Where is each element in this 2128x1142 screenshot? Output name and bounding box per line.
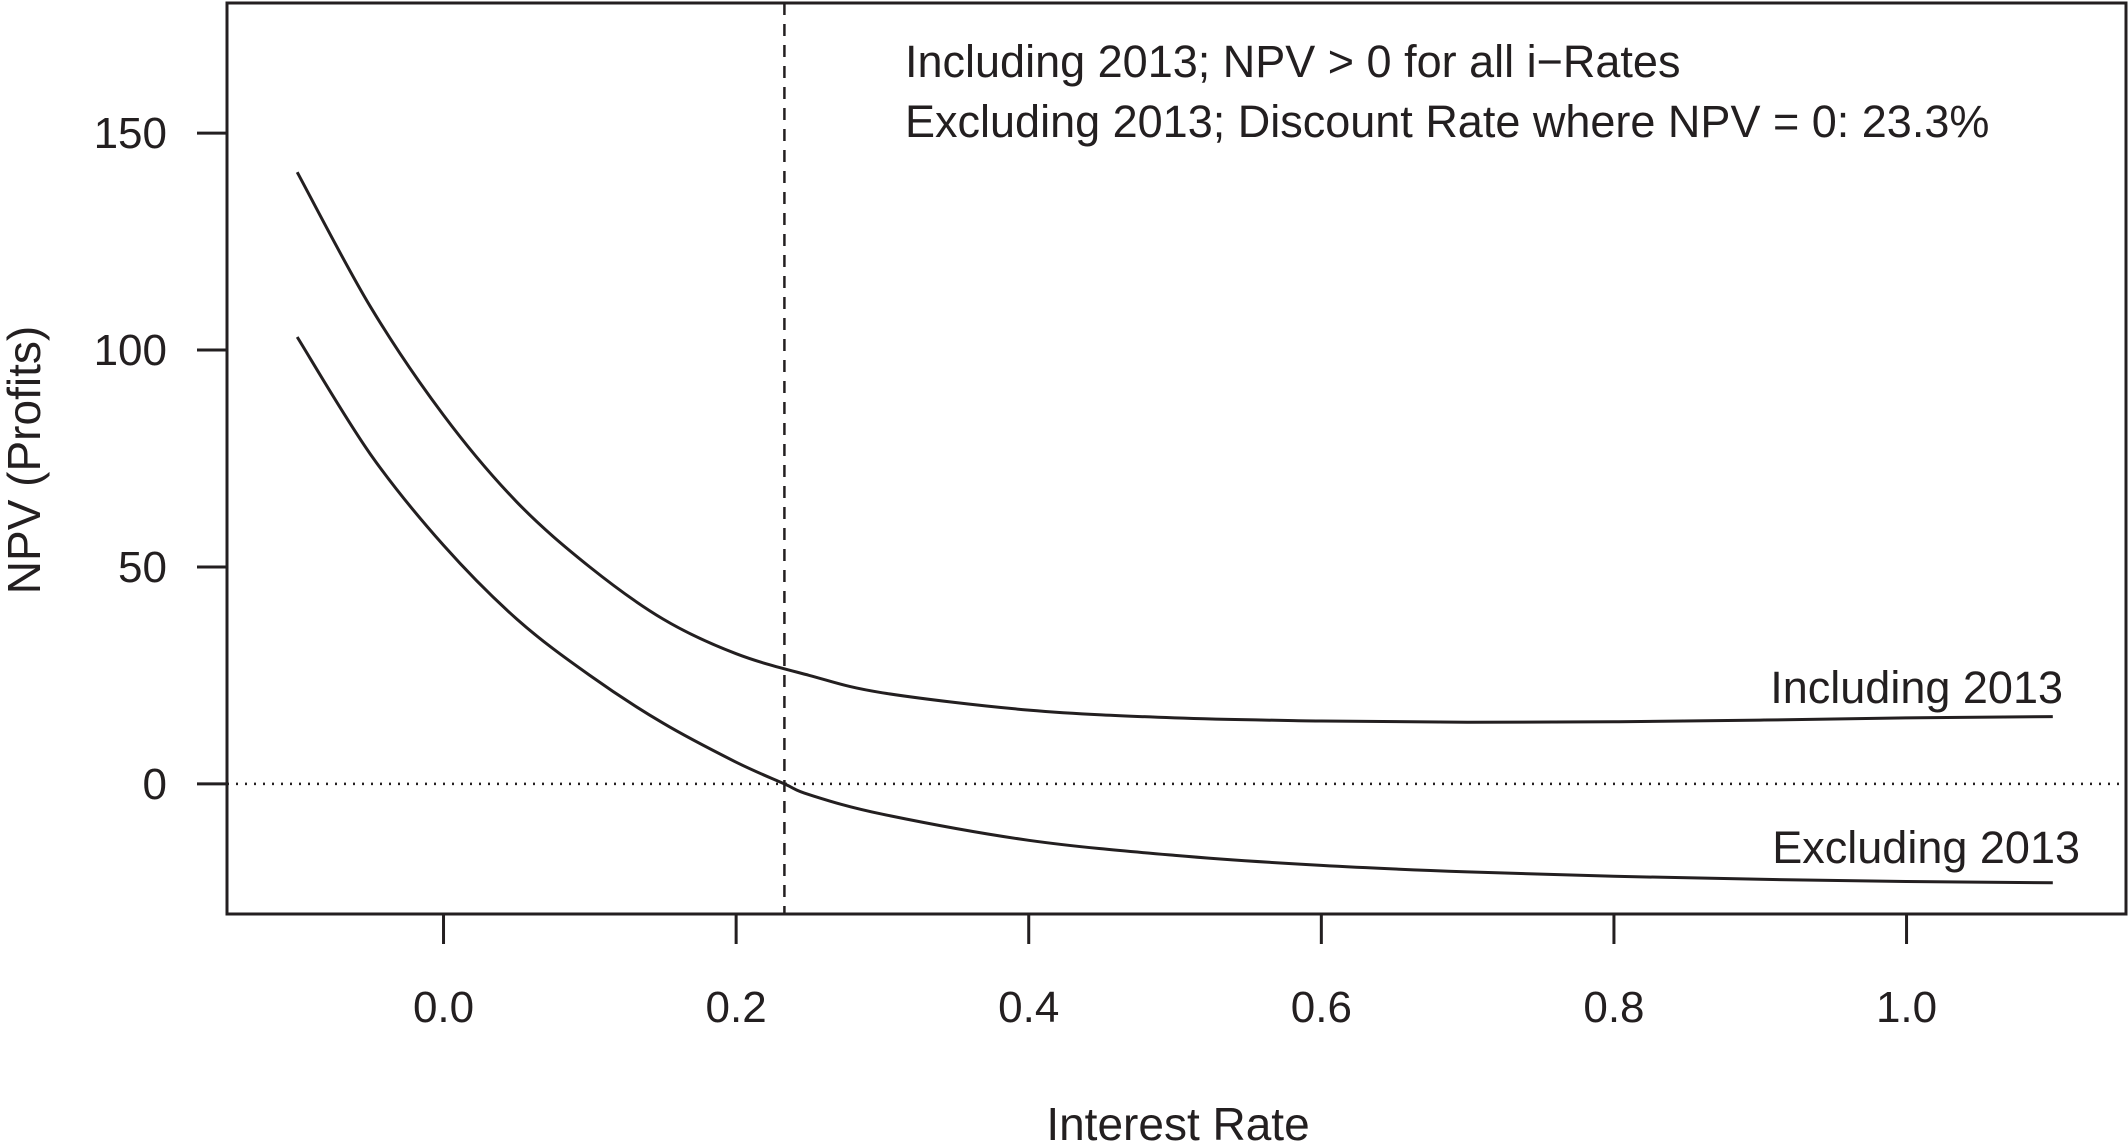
chart-text: Including 2013; NPV > 0 for all i−Rates … xyxy=(0,36,2080,1142)
y-tick-label: 150 xyxy=(94,109,167,158)
series-label-excluding-2013: Excluding 2013 xyxy=(1772,822,2080,873)
annotation-line-1: Including 2013; NPV > 0 for all i−Rates xyxy=(905,36,1680,87)
y-tick-label: 0 xyxy=(143,760,167,809)
series-line-including-2013 xyxy=(295,171,2053,724)
x-tick-label: 1.0 xyxy=(1876,983,1937,1032)
x-tick-label: 0.0 xyxy=(413,983,474,1032)
series-label-including-2013: Including 2013 xyxy=(1770,662,2063,713)
y-tick-label: 50 xyxy=(118,543,167,592)
plot-frame xyxy=(225,1,2128,916)
y-tick-label: 100 xyxy=(94,326,167,375)
x-axis-title: Interest Rate xyxy=(1046,1098,1309,1142)
plot-area xyxy=(227,3,2126,914)
series-line-excluding-2013 xyxy=(295,336,2053,885)
x-tick-label: 0.8 xyxy=(1583,983,1644,1032)
annotation-line-2: Excluding 2013; Discount Rate where NPV … xyxy=(905,96,1989,147)
x-tick-label: 0.6 xyxy=(1291,983,1352,1032)
axes: 0.0 0.2 0.4 0.6 0.8 1.0 0 50 100 150 xyxy=(94,1,2128,1032)
x-tick-label: 0.2 xyxy=(706,983,767,1032)
y-axis-title: NPV (Profits) xyxy=(0,326,50,594)
x-tick-label: 0.4 xyxy=(998,983,1059,1032)
